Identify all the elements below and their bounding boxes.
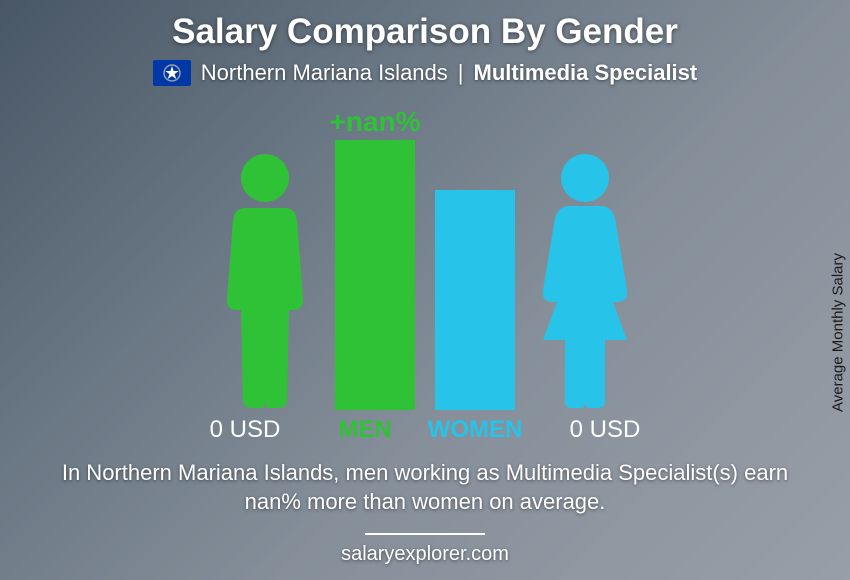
women-bar-col	[435, 190, 515, 410]
men-bar: +nan%	[335, 140, 415, 410]
men-value: 0 USD	[185, 416, 305, 444]
men-label: MEN	[325, 416, 405, 444]
site-name: salaryexplorer.com	[341, 543, 509, 566]
page-title: Salary Comparison By Gender	[172, 12, 678, 52]
men-icon-col	[215, 150, 315, 410]
flag-icon	[153, 60, 191, 86]
location-text: Northern Mariana Islands	[201, 60, 448, 86]
divider	[365, 533, 485, 535]
subtitle: Northern Mariana Islands | Multimedia Sp…	[153, 60, 697, 86]
women-icon-col	[535, 150, 635, 410]
diff-label: +nan%	[329, 106, 420, 138]
women-bar	[435, 190, 515, 410]
labels-row: 0 USD MEN WOMEN 0 USD	[185, 416, 665, 444]
description: In Northern Mariana Islands, men working…	[45, 458, 805, 517]
job-title: Multimedia Specialist	[474, 60, 698, 86]
separator: |	[458, 60, 464, 86]
chart: Average Monthly Salary +nan%	[0, 96, 850, 410]
women-label: WOMEN	[425, 416, 525, 444]
men-bar-col: +nan%	[335, 140, 415, 410]
female-icon	[535, 150, 635, 410]
women-value: 0 USD	[545, 416, 665, 444]
y-axis-label: Average Monthly Salary	[830, 253, 847, 412]
male-icon	[215, 150, 315, 410]
